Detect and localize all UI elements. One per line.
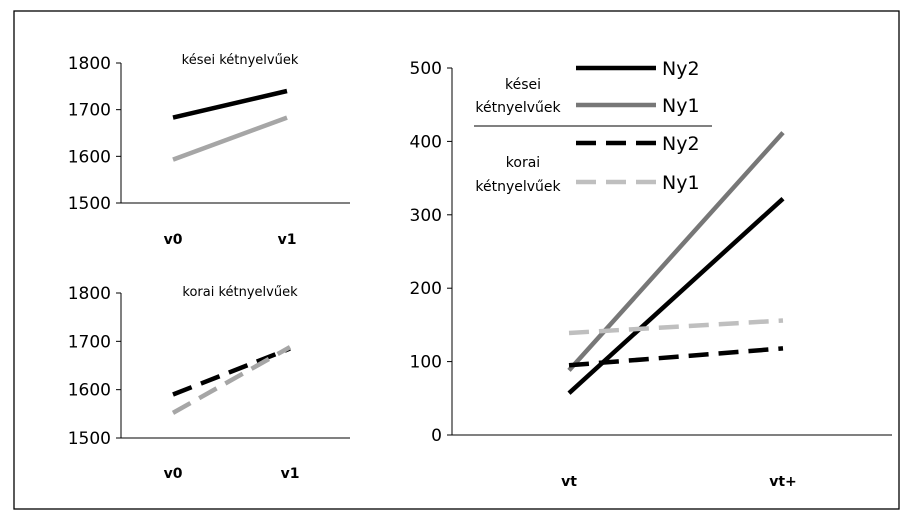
chart-title: kései kétnyelvűek [182,53,299,68]
chart-late-bilinguals-small: 1500 1600 1700 1800 v0 v1 kései kétnyelvűek [68,53,350,248]
chart-early-bilinguals-small: 1500 1600 1700 1800 v0 v1 korai kétnyelvűek [68,284,350,482]
y-tick-label: 1500 [68,194,111,214]
figure-frame [13,10,900,510]
y-tick-label: 1500 [68,429,111,449]
y-tick-label: 500 [410,59,442,79]
y-tick-label: 1700 [68,332,111,352]
series-line-1 [171,345,292,415]
y-tick-label: 300 [410,206,442,226]
legend-label-3: Ny1 [662,172,700,194]
chart-title: korai kétnyelvűek [182,285,298,300]
y-tick-label: 400 [410,132,442,152]
legend-group-label: korai [506,155,540,171]
x-tick-label: v0 [164,466,183,482]
legend-label-1: Ny1 [662,95,700,117]
y-tick-label: 1600 [68,381,111,401]
y-tick-label: 1700 [68,101,111,121]
chart-main: 0 100 200 300 400 500 vt vt+ Ny2 Ny1 Ny2 Ny1 kései ké… [410,58,892,490]
x-tick-label: vt+ [769,474,797,490]
series-line-1 [172,115,288,162]
y-tick-label: 100 [410,353,442,373]
legend-group-label: kétnyelvűek [475,179,561,195]
legend-group-label: kétnyelvűek [475,100,561,116]
y-tick-label: 1800 [68,284,111,304]
y-tick-label: 200 [410,279,442,299]
x-tick-label: v0 [164,232,183,248]
legend-group-label: kései [505,77,541,93]
y-tick-label: 1600 [68,147,111,167]
x-tick-label: v1 [281,466,300,482]
y-tick-label: 1800 [68,54,111,74]
x-tick-label: vt [561,474,577,490]
x-tick-label: v1 [278,232,297,248]
series-line-0 [172,346,291,397]
legend-label-2: Ny2 [662,133,700,155]
series-line-0 [172,88,288,120]
legend: Ny2 Ny1 Ny2 Ny1 kései kétnyelvűek korai kétnyel… [474,58,712,195]
y-tick-label: 0 [431,426,442,446]
series-line-2 [568,346,784,368]
series-line-3 [568,318,784,336]
legend-label-0: Ny2 [662,58,700,80]
